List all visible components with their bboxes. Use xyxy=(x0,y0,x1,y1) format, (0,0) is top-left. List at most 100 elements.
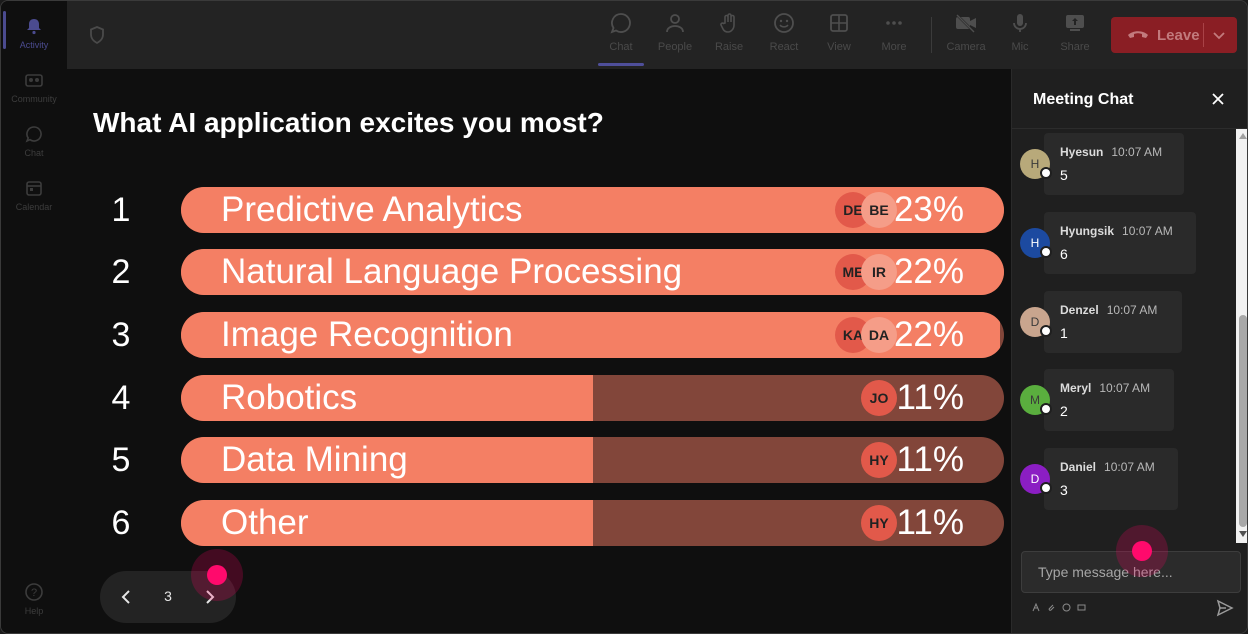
message-time: 10:07 AM xyxy=(1122,224,1173,238)
poll-option-label: Natural Language Processing xyxy=(221,252,683,291)
chat-message[interactable]: Meryl 10:07 AM 2 M xyxy=(1020,369,1230,431)
chevron-right-icon[interactable] xyxy=(200,587,220,607)
presence-indicator xyxy=(1040,403,1052,415)
meeting-toolbar: Chat People Raise React View xyxy=(67,1,1247,69)
bell-icon xyxy=(24,16,44,36)
chevron-down-icon[interactable] xyxy=(1211,27,1227,43)
attach-icon[interactable] xyxy=(1047,603,1056,612)
message-bubble: Denzel 10:07 AM 1 xyxy=(1044,291,1182,353)
close-icon[interactable] xyxy=(1210,91,1226,107)
rail-item-activity[interactable]: Activity xyxy=(3,7,65,59)
left-rail: Activity Community Chat Calendar ? Help xyxy=(1,1,67,633)
presence-indicator xyxy=(1040,167,1052,179)
poll-bar-track: Predictive Analytics DE BE 23% xyxy=(181,187,1004,233)
active-tab-indicator xyxy=(598,63,644,66)
pointer-highlight xyxy=(191,549,243,601)
rail-item-calendar[interactable]: Calendar xyxy=(3,169,65,221)
poll-option-label: Other xyxy=(221,503,309,542)
rail-item-label: Community xyxy=(11,94,57,104)
scroll-thumb[interactable] xyxy=(1239,315,1247,527)
sender-name: Daniel xyxy=(1060,460,1097,474)
rail-item-chat[interactable]: Chat xyxy=(3,115,65,167)
scroll-up-arrow[interactable] xyxy=(1239,133,1247,139)
chat-message-list[interactable]: Hyesun 10:07 AM 5 H Hyungsik 10:07 AM 6 H Denzel… xyxy=(1012,129,1236,543)
poll-bar-fill xyxy=(181,500,593,546)
toolbar-view-button[interactable]: View xyxy=(812,11,866,61)
toolbar-divider xyxy=(931,17,932,53)
hand-icon xyxy=(717,11,741,35)
scroll-down-arrow[interactable] xyxy=(1239,531,1247,537)
chat-icon xyxy=(609,11,633,35)
poll-option-row: 3 Image Recognition KA DA 22% xyxy=(67,312,1011,358)
chat-scrollbar[interactable] xyxy=(1236,129,1247,543)
message-header: Meryl 10:07 AM xyxy=(1060,379,1158,397)
rail-item-help[interactable]: ? Help xyxy=(3,573,65,625)
rail-item-label: Chat xyxy=(24,148,44,158)
toolbar-people-button[interactable]: People xyxy=(648,11,702,61)
rail-item-label: Activity xyxy=(19,40,49,50)
poll-bar-track: Natural Language Processing ME IR 22% xyxy=(181,249,1004,295)
toolbar-more-button[interactable]: More xyxy=(867,11,921,61)
voter-avatar: BE xyxy=(861,192,897,228)
poll-bar-fill xyxy=(181,375,593,421)
poll-bar-track: Data Mining HY 11% xyxy=(181,437,1004,483)
poll-option-row: 6 Other HY 11% xyxy=(67,500,1011,546)
pointer-highlight xyxy=(1116,525,1168,577)
gif-icon[interactable] xyxy=(1077,603,1086,612)
calendar-icon xyxy=(24,178,44,198)
chevron-left-icon[interactable] xyxy=(116,587,136,607)
poll-option-label: Image Recognition xyxy=(221,315,513,354)
toolbar-button-label: People xyxy=(657,41,693,53)
toolbar-camera-button[interactable]: Camera xyxy=(939,11,993,61)
emoji-icon[interactable] xyxy=(1062,603,1071,612)
voter-avatar: DA xyxy=(861,317,897,353)
message-text: 6 xyxy=(1060,246,1068,262)
poll-stage: What AI application excites you most? 1 P… xyxy=(67,69,1011,633)
chat-compose-box[interactable] xyxy=(1021,551,1241,593)
send-icon[interactable] xyxy=(1216,599,1234,617)
toolbar-button-label: Camera xyxy=(946,41,986,53)
mic-icon xyxy=(1008,11,1032,35)
poll-option-row: 5 Data Mining HY 11% xyxy=(67,437,1011,483)
chat-title: Meeting Chat xyxy=(1033,91,1134,108)
message-bubble: Hyungsik 10:07 AM 6 xyxy=(1044,212,1196,274)
toolbar-react-button[interactable]: React xyxy=(757,11,811,61)
chat-message[interactable]: Hyesun 10:07 AM 5 H xyxy=(1020,133,1230,195)
rail-item-community[interactable]: Community xyxy=(3,61,65,113)
message-text: 1 xyxy=(1060,325,1068,341)
toolbar-button-label: More xyxy=(881,41,907,53)
rail-item-label: Calendar xyxy=(15,202,53,212)
toolbar-mic-button[interactable]: Mic xyxy=(993,11,1047,61)
poll-option-label: Data Mining xyxy=(221,440,408,479)
poll-option-row: 2 Natural Language Processing ME IR 22% xyxy=(67,249,1011,295)
help-icon: ? xyxy=(24,582,44,602)
toolbar-chat-button[interactable]: Chat xyxy=(594,11,648,61)
sender-name: Denzel xyxy=(1060,303,1099,317)
poll-option-label: Predictive Analytics xyxy=(221,190,523,229)
toolbar-raise-button[interactable]: Raise xyxy=(702,11,756,61)
chat-message[interactable]: Hyungsik 10:07 AM 6 H xyxy=(1020,212,1230,274)
grid-icon xyxy=(827,11,851,35)
poll-option-row: 1 Predictive Analytics DE BE 23% xyxy=(67,187,1011,233)
toolbar-button-label: Chat xyxy=(609,41,633,53)
toolbar-share-button[interactable]: Share xyxy=(1048,11,1102,61)
shield-icon[interactable] xyxy=(87,25,107,45)
poll-option-percent: 22% xyxy=(893,252,964,291)
voter-avatar: IR xyxy=(861,254,897,290)
poll-option-percent: 11% xyxy=(896,440,964,479)
compose-toolbar xyxy=(1032,603,1086,617)
poll-title: What AI application excites you most? xyxy=(93,107,604,138)
poll-option-percent: 22% xyxy=(893,315,964,354)
format-icon[interactable] xyxy=(1032,603,1041,612)
message-text: 2 xyxy=(1060,403,1068,419)
message-time: 10:07 AM xyxy=(1099,381,1151,395)
community-icon xyxy=(24,70,44,90)
chat-message-input[interactable] xyxy=(1038,562,1228,582)
chat-message[interactable]: Daniel 10:07 AM 3 D xyxy=(1020,448,1230,510)
message-text: 3 xyxy=(1060,482,1068,498)
poll-option-percent: 11% xyxy=(896,378,964,417)
leave-button[interactable]: Leave xyxy=(1111,17,1237,53)
smiley-icon xyxy=(772,11,796,35)
avatar[interactable]: H xyxy=(1020,149,1050,179)
chat-message[interactable]: Denzel 10:07 AM 1 D xyxy=(1020,291,1230,353)
